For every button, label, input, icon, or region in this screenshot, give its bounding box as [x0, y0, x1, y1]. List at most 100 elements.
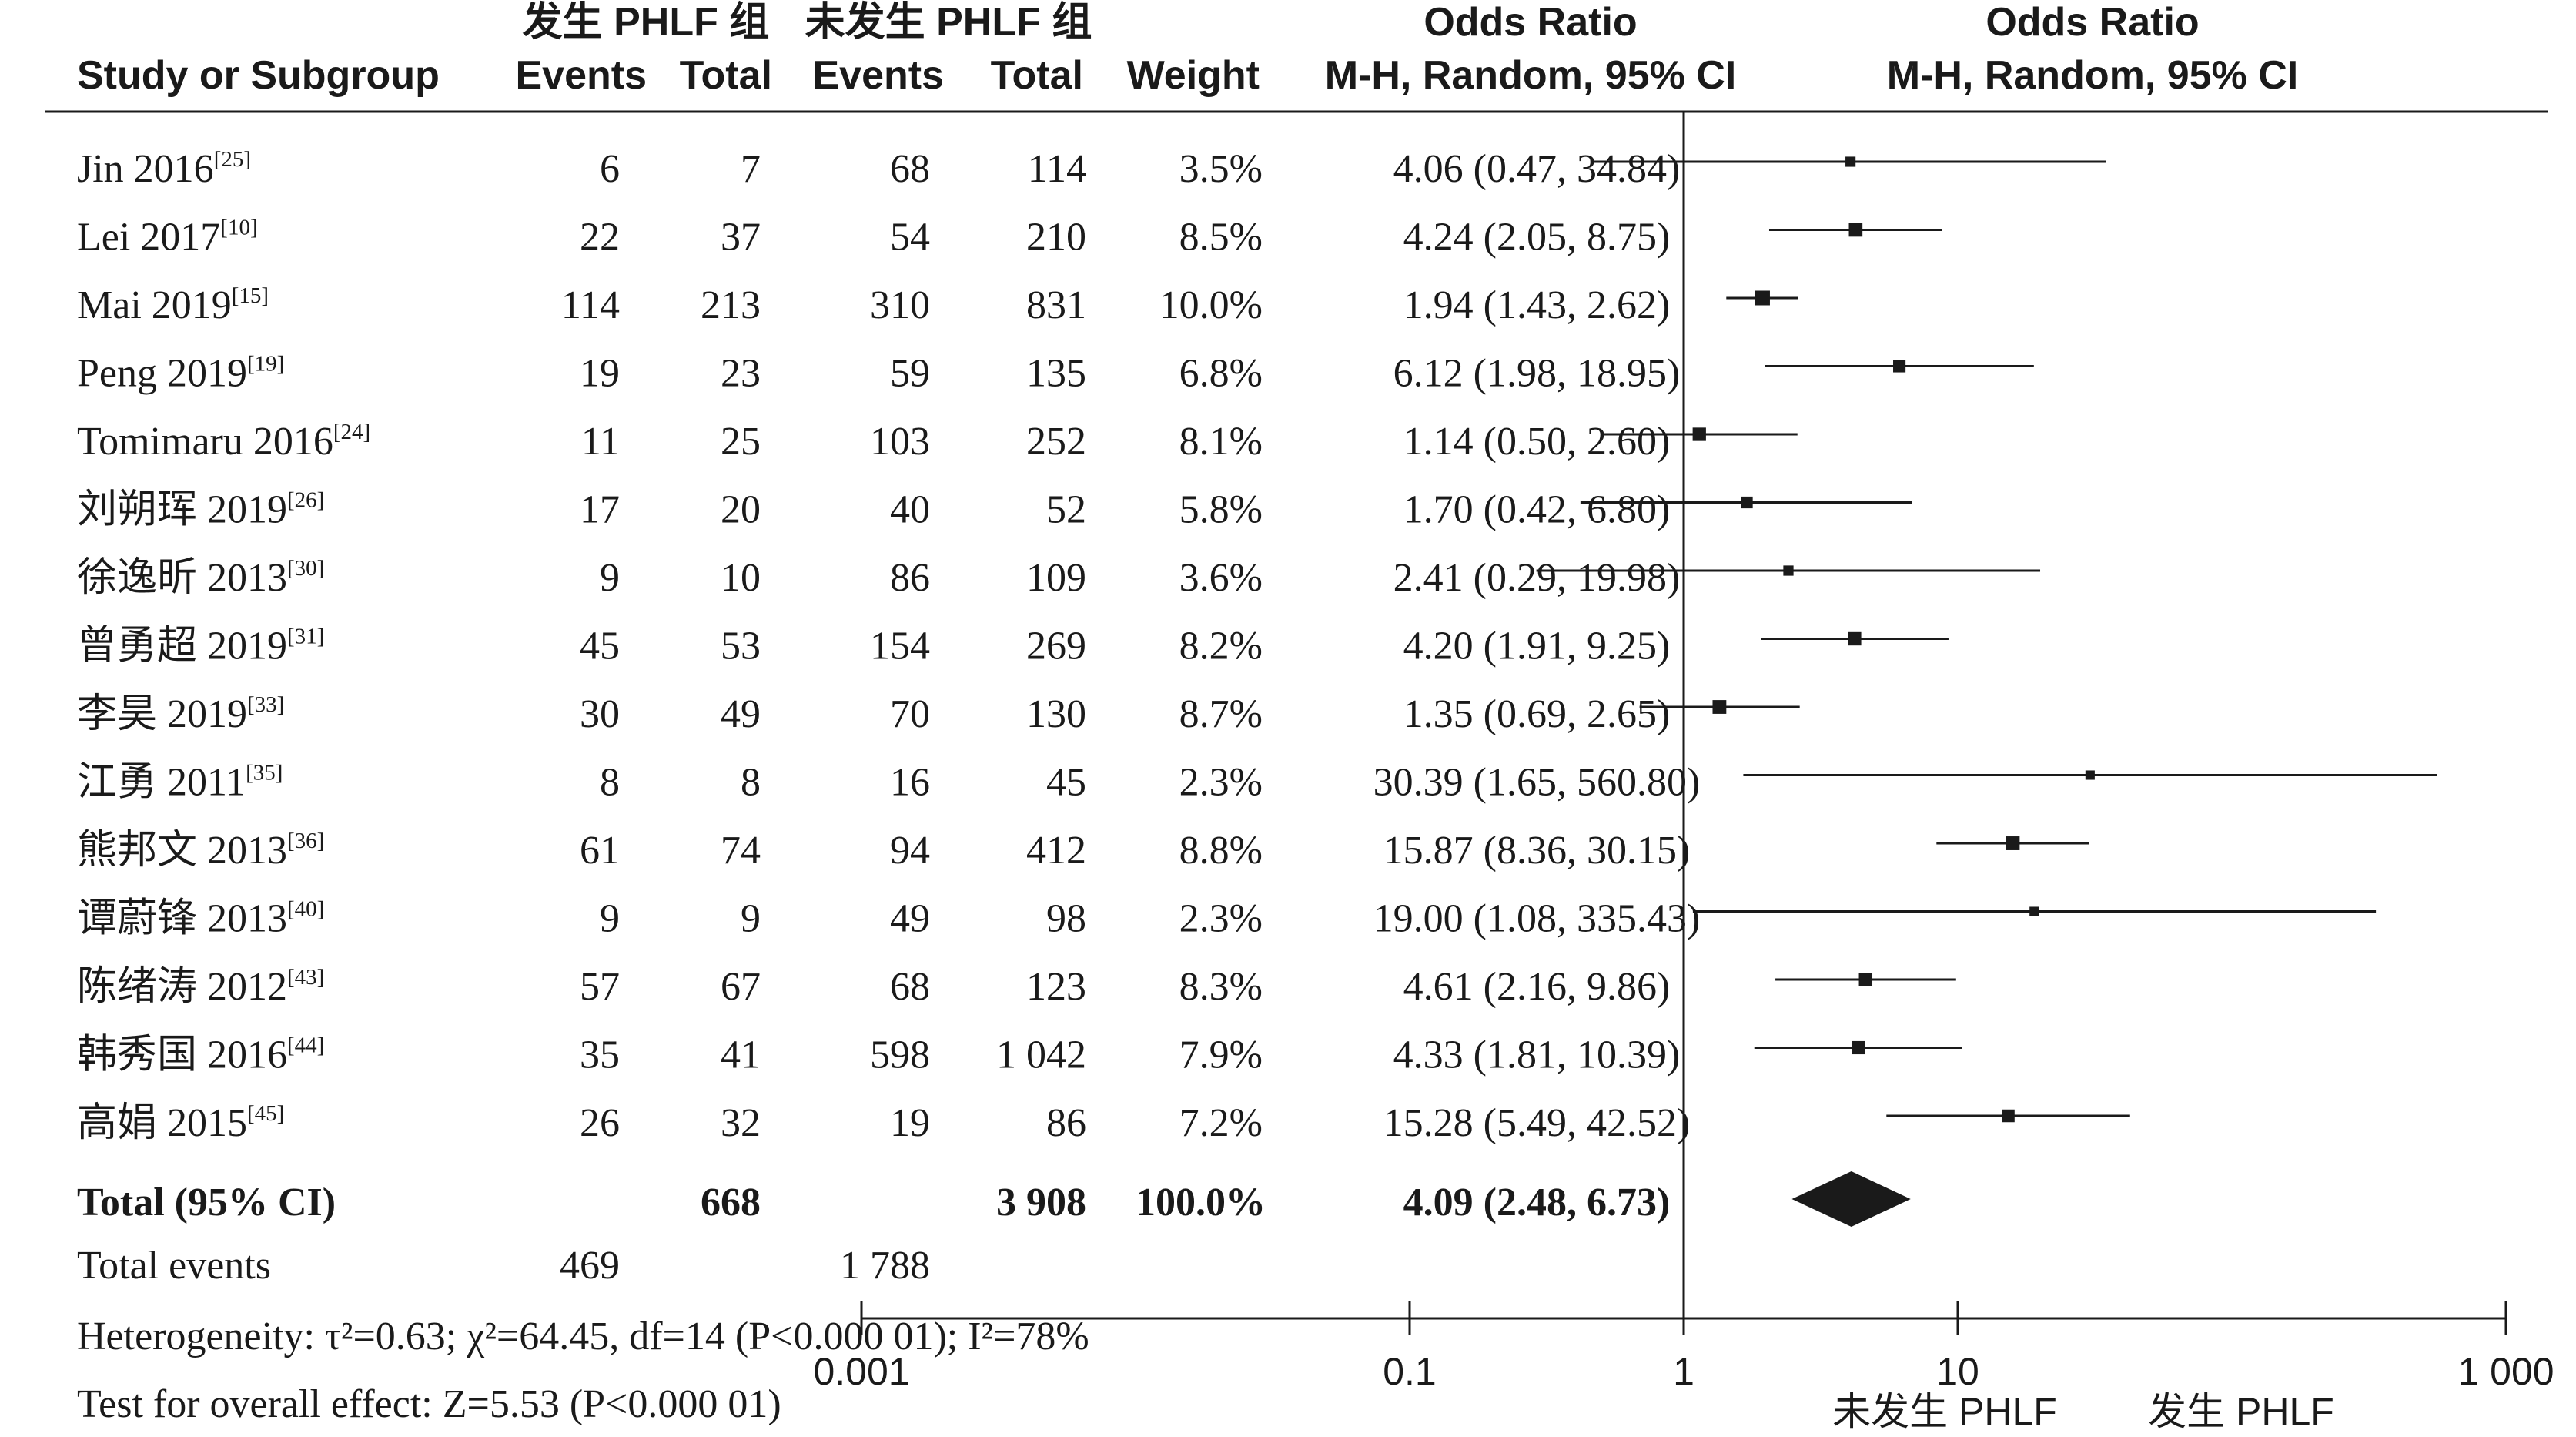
weight-value: 8.3% [1179, 965, 1263, 1009]
total2-value: 52 [1046, 488, 1086, 532]
or-ci-value: 19.00 (1.08, 335.43) [1373, 897, 1701, 941]
weight-header: Weight [1127, 53, 1260, 98]
events1-value: 61 [580, 829, 620, 873]
total2-value: 412 [1026, 829, 1086, 873]
total2-header: Total [991, 53, 1083, 98]
or-ci-value: 15.87 (8.36, 30.15) [1383, 829, 1691, 873]
weight-value: 7.2% [1179, 1101, 1263, 1145]
total1-header: Total [680, 53, 772, 98]
events1-value: 9 [600, 897, 620, 941]
total-label: Total (95% CI) [77, 1181, 336, 1224]
plot-method: M-H, Random, 95% CI [1887, 53, 2299, 98]
weight-value: 6.8% [1179, 352, 1263, 396]
or-point [1692, 427, 1706, 441]
total1-value: 7 [741, 147, 761, 191]
events2-value: 598 [870, 1033, 930, 1077]
study-name: 曾勇超 2019[31] [77, 625, 324, 668]
or-ci-value: 30.39 (1.65, 560.80) [1373, 761, 1701, 805]
weight-value: 8.2% [1179, 625, 1263, 668]
events2-value: 310 [870, 283, 930, 327]
or-point [2002, 1109, 2015, 1123]
total2-value: 135 [1026, 352, 1086, 396]
total-events1: 469 [560, 1244, 620, 1288]
events2-value: 16 [890, 761, 930, 805]
or-title: Odds Ratio [1423, 0, 1637, 45]
weight-value: 5.8% [1179, 488, 1263, 532]
total1-value: 213 [701, 283, 761, 327]
or-ci-value: 1.94 (1.43, 2.62) [1403, 283, 1671, 327]
total-events2: 1 788 [840, 1244, 930, 1288]
total1-value: 10 [721, 556, 761, 600]
total1-value: 74 [721, 829, 761, 873]
study-name: 熊邦文 2013[36] [77, 829, 324, 873]
events2-value: 86 [890, 556, 930, 600]
study-name: 刘朔珲 2019[26] [77, 488, 324, 532]
group2-header: 未发生 PHLF 组 [805, 0, 1092, 45]
x-tick-label: 1 000 [2457, 1350, 2554, 1393]
total2-value: 130 [1026, 692, 1086, 736]
events1-value: 35 [580, 1033, 620, 1077]
left-favours-label: 未发生 PHLF [1832, 1390, 2057, 1433]
total2-sum: 3 908 [996, 1181, 1086, 1224]
or-ci-value: 1.70 (0.42, 6.80) [1403, 488, 1671, 532]
group1-header: 发生 PHLF 组 [523, 0, 770, 45]
events2-value: 19 [890, 1101, 930, 1145]
events2-value: 70 [890, 692, 930, 736]
study-name: 陈绪涛 2012[43] [77, 965, 324, 1009]
events1-value: 19 [580, 352, 620, 396]
study-name: Tomimaru 2016[24] [77, 420, 370, 464]
events1-header: Events [515, 53, 647, 98]
x-tick-label: 0.001 [813, 1350, 909, 1393]
total1-value: 53 [721, 625, 761, 668]
total2-value: 252 [1026, 420, 1086, 464]
weight-value: 8.5% [1179, 216, 1263, 260]
total2-value: 114 [1028, 147, 1086, 191]
events1-value: 45 [580, 625, 620, 668]
weight-value: 2.3% [1179, 897, 1263, 941]
events2-value: 154 [870, 625, 930, 668]
events1-value: 17 [580, 488, 620, 532]
total-weight: 100.0% [1136, 1181, 1266, 1224]
or-ci-value: 6.12 (1.98, 18.95) [1393, 352, 1681, 396]
or-ci-value: 4.61 (2.16, 9.86) [1403, 965, 1671, 1009]
study-name: Mai 2019[15] [77, 283, 269, 327]
or-ci-value: 1.35 (0.69, 2.65) [1403, 692, 1671, 736]
events1-value: 11 [581, 420, 620, 464]
events2-header: Events [812, 53, 944, 98]
or-ci-value: 4.20 (1.91, 9.25) [1403, 625, 1671, 668]
events2-value: 68 [890, 147, 930, 191]
or-point [1893, 360, 1906, 373]
or-ci-value: 4.06 (0.47, 34.84) [1393, 147, 1681, 191]
study-name: 高娟 2015[45] [77, 1101, 284, 1145]
total2-value: 109 [1026, 556, 1086, 600]
study-name: 谭蔚锋 2013[40] [77, 897, 324, 941]
total1-value: 20 [721, 488, 761, 532]
or-ci-value: 15.28 (5.49, 42.52) [1383, 1101, 1691, 1145]
events1-value: 30 [580, 692, 620, 736]
or-point [1712, 700, 1727, 714]
events2-value: 103 [870, 420, 930, 464]
events2-value: 40 [890, 488, 930, 532]
plot-title: Odds Ratio [1986, 0, 2199, 45]
or-point [1741, 496, 1753, 509]
weight-value: 3.5% [1179, 147, 1263, 191]
events1-value: 8 [600, 761, 620, 805]
study-rows: Jin 2016[25] 6 7 68 114 3.5% 4.06 (0.47, 34.84… [77, 147, 1700, 1288]
total1-value: 25 [721, 420, 761, 464]
study-name: Peng 2019[19] [77, 352, 284, 396]
total2-value: 1 042 [996, 1033, 1086, 1077]
total2-value: 210 [1026, 216, 1086, 260]
x-tick-label: 1 [1673, 1350, 1694, 1393]
or-ci-value: 1.14 (0.50, 2.60) [1403, 420, 1671, 464]
events1-value: 26 [580, 1101, 620, 1145]
weight-value: 7.9% [1179, 1033, 1263, 1077]
heterogeneity-text: Heterogeneity: τ²=0.63; χ²=64.45, df=14 … [77, 1315, 1089, 1358]
total2-value: 831 [1026, 283, 1086, 327]
or-point [1845, 156, 1856, 167]
events2-value: 68 [890, 965, 930, 1009]
total1-value: 67 [721, 965, 761, 1009]
overall-effect-text: Test for overall effect: Z=5.53 (P<0.000… [77, 1382, 781, 1426]
x-tick-label: 0.1 [1383, 1350, 1437, 1393]
events2-value: 59 [890, 352, 930, 396]
